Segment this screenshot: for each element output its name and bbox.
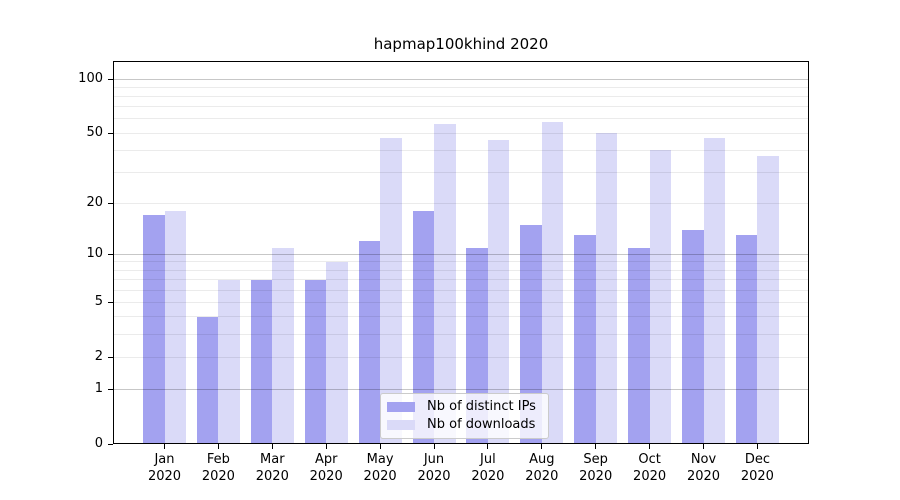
bar-layer [113, 61, 809, 444]
bar-nb-of-distinct-ips-apr [304, 279, 327, 444]
x-tick-label: Feb 2020 [201, 452, 235, 484]
x-tick-label: Aug 2020 [525, 452, 559, 484]
x-tick-label: Nov 2020 [686, 452, 721, 484]
legend-label: Nb of distinct IPs [427, 399, 536, 414]
x-tick-label: Apr 2020 [309, 452, 343, 484]
bar-nb-of-distinct-ips-jan [143, 215, 165, 444]
y-tick-label: 2 [94, 349, 103, 365]
y-tick-mark [108, 301, 113, 303]
x-tick-mark [433, 444, 435, 449]
bar-nb-of-distinct-ips-aug [520, 224, 542, 444]
x-tick-label: Jun 2020 [417, 452, 451, 484]
bar-nb-of-downloads-nov [703, 137, 725, 444]
y-tick-label: 0 [94, 436, 103, 451]
y-tick-mark [108, 78, 113, 80]
y-tick-label: 50 [86, 125, 103, 141]
legend: Nb of distinct IPs Nb of downloads [380, 393, 549, 439]
y-tick-mark [108, 132, 113, 134]
x-tick-mark [703, 444, 704, 449]
bar-nb-of-downloads-oct [649, 150, 672, 444]
bar-nb-of-downloads-sep [595, 133, 618, 444]
legend-item-distinct-ips: Nb of distinct IPs [387, 400, 536, 414]
bar-nb-of-distinct-ips-mar [250, 279, 273, 444]
bar-nb-of-distinct-ips-may [358, 241, 381, 444]
bar-nb-of-distinct-ips-dec [735, 235, 758, 444]
chart-title: hapmap100khind 2020 [373, 35, 549, 53]
y-tick-mark [108, 443, 113, 445]
x-tick-mark [756, 444, 758, 449]
bar-nb-of-distinct-ips-oct [628, 247, 650, 444]
y-tick-label: 5 [94, 294, 103, 310]
x-tick-mark [325, 444, 327, 449]
bar-nb-of-distinct-ips-nov [682, 229, 704, 444]
y-tick-mark [108, 253, 113, 255]
bar-nb-of-downloads-jan [164, 211, 186, 444]
y-tick-label: 10 [86, 246, 103, 262]
x-tick-label: Sep 2020 [579, 452, 613, 484]
x-tick-label: May 2020 [363, 452, 397, 484]
downloads-swatch [387, 420, 415, 430]
bar-nb-of-downloads-jul [487, 139, 510, 444]
x-tick-mark [595, 444, 597, 449]
legend-label: Nb of downloads [427, 417, 536, 432]
bar-nb-of-downloads-aug [541, 121, 564, 444]
y-tick-label: 1 [94, 381, 103, 397]
x-tick-label: Mar 2020 [255, 452, 289, 484]
x-tick-mark [541, 444, 543, 449]
bar-nb-of-downloads-apr [326, 261, 348, 444]
x-tick-label: Jan 2020 [147, 452, 182, 484]
x-tick-mark [649, 444, 651, 449]
bar-nb-of-distinct-ips-jun [412, 211, 434, 444]
y-tick-mark [108, 388, 113, 390]
x-tick-mark [379, 444, 381, 449]
y-tick-mark [108, 202, 113, 204]
y-tick-label: 20 [86, 195, 103, 211]
y-tick-mark [108, 356, 113, 358]
bar-nb-of-distinct-ips-feb [196, 316, 219, 444]
x-tick-mark [487, 444, 489, 449]
legend-item-downloads: Nb of downloads [387, 418, 536, 432]
bar-nb-of-downloads-dec [757, 156, 779, 444]
x-tick-label: Dec 2020 [740, 452, 774, 484]
plot-area [113, 61, 809, 444]
bar-nb-of-downloads-mar [272, 247, 294, 444]
bar-nb-of-distinct-ips-sep [574, 235, 596, 444]
x-tick-mark [217, 444, 219, 449]
distinct-ips-swatch [387, 402, 415, 412]
y-tick-label: 100 [78, 71, 103, 87]
x-tick-label: Jul 2020 [471, 452, 505, 484]
x-tick-label: Oct 2020 [633, 452, 667, 484]
x-tick-mark [164, 444, 165, 449]
bar-nb-of-downloads-jun [434, 124, 456, 444]
bar-nb-of-downloads-feb [218, 279, 240, 444]
bar-nb-of-downloads-may [380, 137, 402, 444]
x-tick-mark [271, 444, 273, 449]
